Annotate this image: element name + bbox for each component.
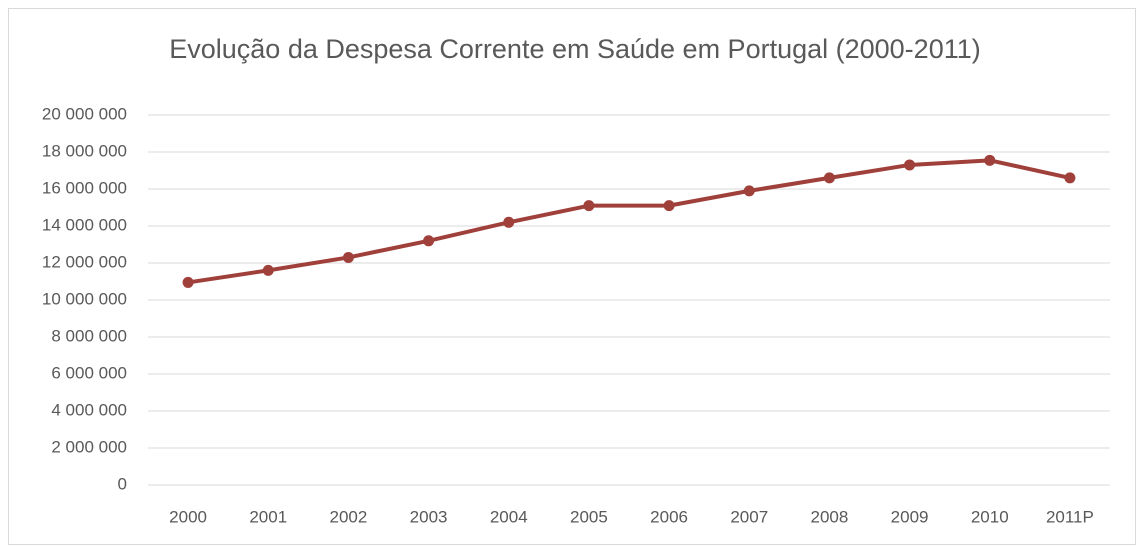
data-point — [743, 185, 755, 197]
y-tick-label: 2 000 000 — [51, 437, 127, 456]
x-tick-label: 2011P — [1046, 507, 1094, 526]
data-point — [423, 235, 435, 247]
x-tick-label: 2008 — [811, 507, 849, 526]
y-tick-label: 8 000 000 — [51, 326, 127, 345]
y-tick-label: 16 000 000 — [42, 178, 127, 197]
data-point — [503, 216, 515, 228]
chart-frame — [8, 8, 1136, 545]
data-point — [663, 200, 675, 212]
y-tick-label: 0 — [118, 474, 127, 493]
data-point — [182, 276, 194, 288]
data-point — [823, 172, 835, 184]
x-tick-label: 2002 — [330, 507, 368, 526]
data-point — [904, 159, 916, 171]
x-tick-label: 2000 — [169, 507, 207, 526]
data-point — [342, 251, 354, 263]
y-tick-label: 18 000 000 — [42, 141, 127, 160]
x-tick-label: 2009 — [891, 507, 929, 526]
x-tick-label: 2007 — [730, 507, 768, 526]
y-tick-label: 20 000 000 — [42, 104, 127, 123]
y-tick-label: 10 000 000 — [42, 289, 127, 308]
y-tick-label: 14 000 000 — [42, 215, 127, 234]
chart-title: Evolução da Despesa Corrente em Saúde em… — [169, 34, 980, 64]
x-tick-label: 2005 — [570, 507, 608, 526]
y-tick-label: 12 000 000 — [42, 252, 127, 271]
y-tick-label: 6 000 000 — [51, 363, 127, 382]
x-tick-label: 2006 — [650, 507, 688, 526]
x-tick-label: 2010 — [971, 507, 1009, 526]
x-tick-label: 2001 — [249, 507, 287, 526]
data-point — [1064, 172, 1076, 184]
x-tick-label: 2004 — [490, 507, 528, 526]
data-point — [583, 200, 595, 212]
data-point — [984, 154, 996, 166]
series-line — [187, 158, 1071, 285]
x-tick-label: 2003 — [410, 507, 448, 526]
data-point — [262, 264, 274, 276]
y-tick-label: 4 000 000 — [51, 400, 127, 419]
